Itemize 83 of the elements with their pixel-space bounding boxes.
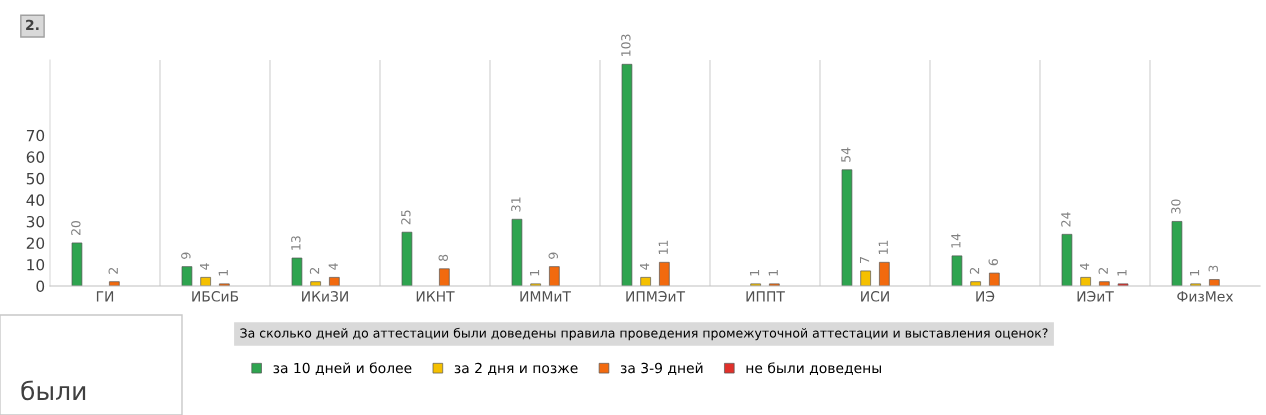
bar	[329, 277, 340, 286]
data-label: 1	[218, 270, 228, 276]
bar	[640, 277, 651, 286]
data-label: 1	[529, 270, 540, 276]
data-label: 2	[309, 268, 320, 274]
bar	[970, 281, 981, 286]
data-label: 1	[1117, 270, 1127, 276]
bar	[310, 281, 321, 286]
data-label: 8	[438, 254, 448, 261]
y-tick-label: 30	[26, 215, 45, 228]
data-label: 9	[548, 252, 558, 259]
legend-label: не были доведены	[746, 362, 881, 375]
data-label: 4	[199, 263, 210, 270]
bar	[71, 242, 83, 286]
y-tick-label: 70	[26, 129, 45, 142]
bar	[439, 268, 450, 286]
y-tick-label: 50	[26, 172, 45, 185]
bar	[1171, 221, 1183, 286]
x-tick-label: ИПМЭиТ	[626, 291, 686, 302]
chart-title: 2.	[26, 19, 39, 30]
bar	[181, 266, 193, 286]
bar	[1209, 279, 1220, 286]
y-tick-label: 40	[26, 194, 45, 206]
text: были	[21, 380, 86, 401]
data-label: 3	[1208, 265, 1218, 272]
data-label: 9	[181, 252, 191, 259]
bar	[1117, 283, 1129, 286]
data-label: 30	[1171, 199, 1181, 214]
data-label: 4	[639, 263, 650, 270]
bar	[549, 266, 560, 286]
bar	[291, 257, 303, 286]
x-tick-label: ИКНТ	[416, 291, 455, 302]
x-tick-label: ИКиЗИ	[302, 291, 348, 302]
data-label: 1	[1189, 270, 1200, 276]
data-label: 1	[768, 270, 778, 276]
data-label: 20	[71, 220, 81, 236]
bar	[621, 63, 633, 286]
y-tick-label: 20	[26, 237, 45, 249]
legend-label: за 10 дней и более	[273, 362, 412, 375]
data-label: 13	[291, 236, 301, 250]
bar	[989, 272, 1000, 286]
data-label: 2	[108, 268, 118, 274]
bar	[109, 281, 120, 286]
x-tick-label: ИБСиБ	[192, 291, 239, 302]
data-label: 11	[878, 240, 888, 255]
legend-title: За сколько дней до аттестации были доведены правила проведения промежуточной аттестации и выставления оценок?	[240, 327, 1048, 341]
data-label: 25	[401, 210, 411, 225]
bar	[879, 261, 890, 286]
data-label: 2	[1098, 268, 1108, 274]
bar	[659, 261, 670, 286]
data-label: 4	[328, 263, 338, 270]
data-label: 7	[859, 257, 870, 263]
bar	[860, 270, 871, 286]
bar	[1099, 281, 1110, 286]
data-label: 6	[988, 258, 998, 266]
y-tick-label: 60	[26, 151, 45, 163]
x-tick-label: ИСИ	[861, 291, 889, 302]
y-tick-label: 10	[27, 258, 45, 271]
x-tick-label: ИЭиТ	[1077, 291, 1114, 302]
bar	[1080, 277, 1091, 286]
bar	[200, 277, 211, 286]
x-tick-label: ФизМех	[1177, 291, 1234, 302]
x-tick-label: ИЭ	[976, 291, 995, 302]
data-label: 11	[658, 240, 668, 255]
data-label: 103	[621, 34, 631, 56]
y-tick-label: 0	[36, 280, 45, 293]
x-tick-label: ИППТ	[746, 291, 785, 302]
x-tick-label: ИММиТ	[520, 291, 571, 302]
bar	[511, 218, 523, 286]
bar	[841, 169, 853, 286]
data-label: 1	[749, 270, 760, 276]
data-label: 14	[951, 233, 961, 248]
x-tick-label: ГИ	[96, 291, 114, 302]
data-label: 2	[969, 268, 980, 274]
data-label: 4	[1079, 263, 1090, 270]
legend-label: за 2 дня и позже	[454, 362, 578, 375]
legend-label: за 3-9 дней	[620, 362, 703, 375]
data-label: 24	[1061, 212, 1071, 227]
bar	[951, 255, 963, 286]
data-label: 31	[511, 197, 521, 212]
bar	[401, 231, 413, 286]
data-label: 54	[841, 147, 851, 162]
bar	[1061, 233, 1073, 286]
